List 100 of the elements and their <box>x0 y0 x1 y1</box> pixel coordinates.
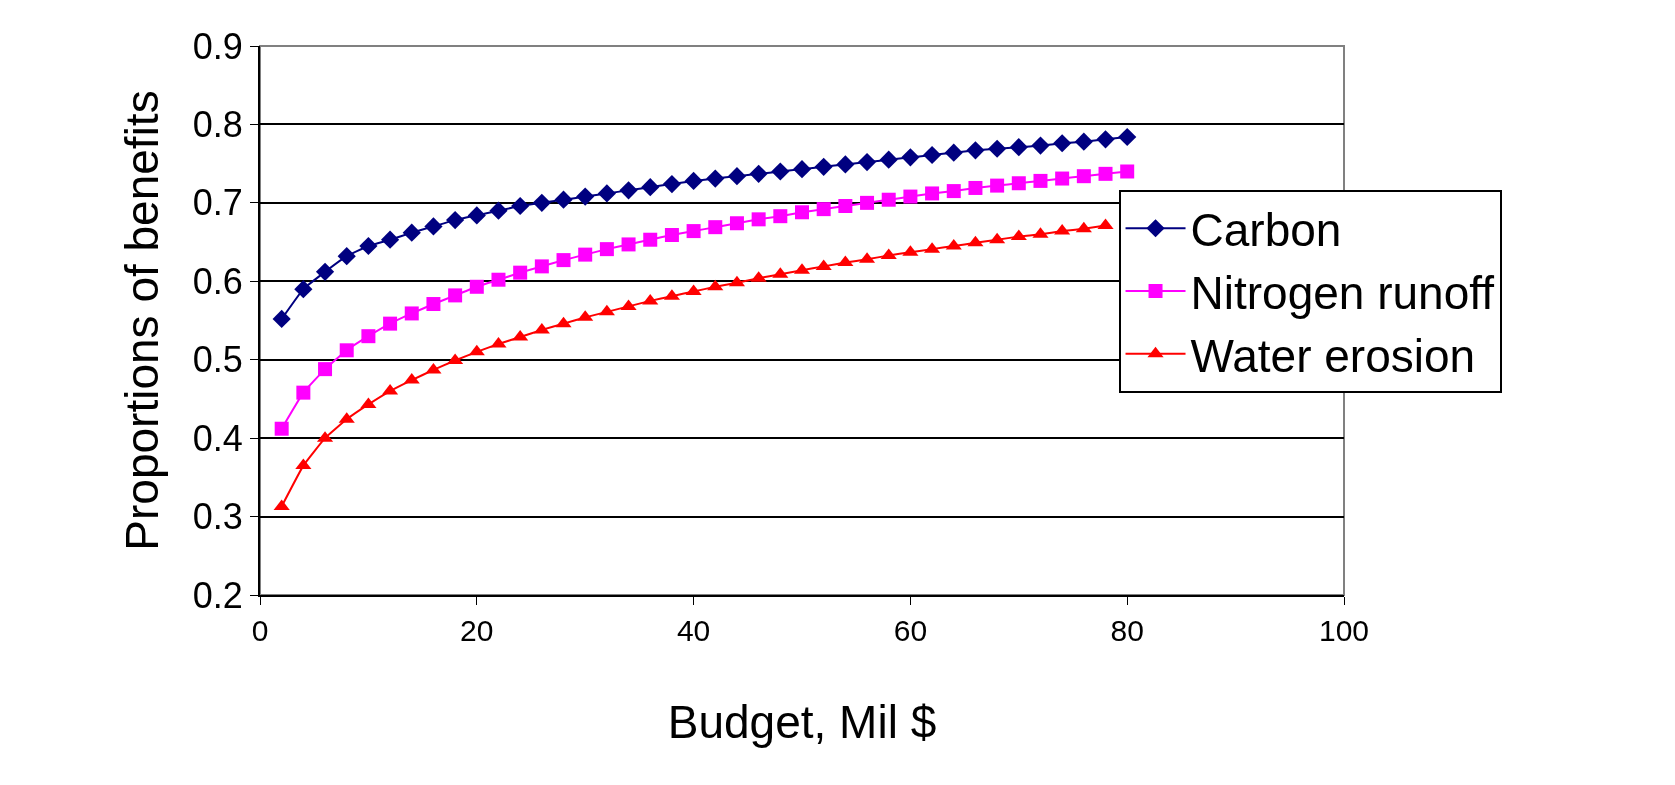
point <box>1097 218 1114 230</box>
x-tick-label: 100 <box>1318 614 1370 647</box>
point <box>337 247 356 266</box>
point <box>1011 176 1026 191</box>
point <box>901 148 920 167</box>
point <box>643 232 658 247</box>
point <box>707 279 724 291</box>
point <box>881 192 896 207</box>
point <box>684 171 703 190</box>
point <box>706 169 725 188</box>
point <box>272 309 291 329</box>
point <box>619 181 638 200</box>
legend-label: Carbon <box>1190 204 1342 257</box>
y-tick-label: 0.9 <box>192 25 243 67</box>
point <box>966 141 985 160</box>
point <box>662 174 682 194</box>
point <box>533 322 550 334</box>
point <box>1098 166 1113 181</box>
point <box>513 265 528 280</box>
y-tick-label: 0.3 <box>192 496 243 538</box>
point <box>512 329 529 341</box>
point <box>816 202 831 217</box>
x-tick-label: 40 <box>676 614 711 647</box>
point <box>598 304 615 316</box>
point <box>1053 134 1072 153</box>
point <box>578 247 593 262</box>
point <box>641 178 660 197</box>
point <box>404 306 419 321</box>
point <box>534 259 549 274</box>
point <box>857 152 877 172</box>
point <box>749 164 768 183</box>
point <box>1120 164 1135 179</box>
point <box>903 189 918 204</box>
point <box>532 193 551 212</box>
point <box>599 242 614 257</box>
point <box>448 288 463 303</box>
point <box>295 458 312 470</box>
point <box>990 178 1005 193</box>
point <box>489 201 508 220</box>
point <box>989 232 1006 244</box>
y-tick-label: 0.4 <box>192 417 243 459</box>
y-axis-title: Proportions of benefits <box>115 90 168 551</box>
point <box>1096 130 1115 149</box>
point <box>773 209 788 224</box>
point <box>1031 136 1050 155</box>
point <box>555 316 572 328</box>
x-tick-label: 80 <box>1110 614 1144 647</box>
point <box>576 187 595 206</box>
point <box>988 139 1007 158</box>
point <box>383 316 398 331</box>
point <box>425 362 442 374</box>
point <box>315 262 335 281</box>
point <box>1009 138 1028 157</box>
x-axis-title: Budget, Mil $ <box>667 696 937 749</box>
y-tick-label: 0.2 <box>192 574 243 616</box>
point <box>1055 171 1070 186</box>
point <box>296 385 311 400</box>
point <box>751 212 766 227</box>
point <box>708 220 723 235</box>
point <box>925 186 940 201</box>
point <box>467 206 486 225</box>
point <box>727 167 747 186</box>
legend-label: Water erosion <box>1190 329 1476 382</box>
x-tick-label: 0 <box>251 614 269 647</box>
point <box>771 162 790 181</box>
point <box>946 184 961 199</box>
point <box>1076 169 1091 184</box>
point <box>814 157 833 176</box>
point <box>491 272 506 287</box>
point <box>922 145 942 165</box>
point <box>621 237 636 252</box>
point <box>664 228 679 243</box>
point <box>426 297 441 312</box>
point <box>642 293 659 305</box>
point <box>446 211 465 230</box>
point <box>274 421 289 436</box>
point <box>945 238 962 250</box>
x-tick-label: 60 <box>893 614 928 647</box>
point <box>361 329 376 344</box>
point <box>968 180 983 195</box>
point <box>879 150 898 169</box>
point <box>967 235 984 247</box>
point <box>339 343 354 358</box>
point <box>792 160 812 179</box>
x-tick-label: 20 <box>460 614 494 647</box>
point <box>597 184 616 203</box>
point <box>1075 221 1092 233</box>
point <box>318 362 333 377</box>
y-tick-label: 0.8 <box>192 104 243 146</box>
point <box>402 223 421 242</box>
point <box>838 198 853 213</box>
point <box>511 196 530 216</box>
y-tick-label: 0.6 <box>192 260 243 302</box>
point <box>686 224 701 239</box>
point <box>795 205 809 220</box>
point <box>944 143 963 162</box>
point <box>1118 127 1137 147</box>
point <box>554 190 573 209</box>
point <box>359 236 378 256</box>
point <box>468 344 485 356</box>
